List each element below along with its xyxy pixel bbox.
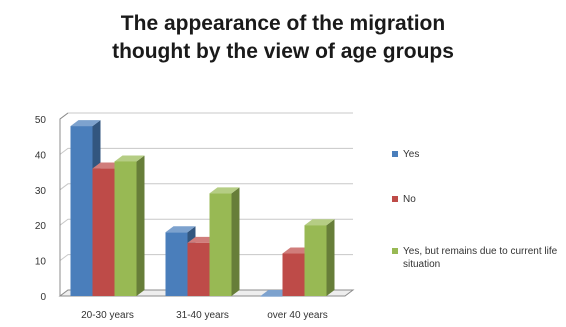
y-axis: [59, 112, 69, 296]
gridline: [59, 147, 353, 155]
legend-item: Yes, but remains due to current life sit…: [392, 245, 564, 271]
legend-swatch: [392, 196, 398, 202]
y-tick-label: 50: [35, 115, 47, 126]
gridline: [59, 183, 353, 191]
x-tick-labels: 20-30 years 31-40 years over 40 years: [81, 310, 328, 321]
legend-item: Yes: [392, 148, 564, 161]
y-tick-label: 20: [35, 221, 47, 232]
bar: [304, 219, 335, 296]
gridline: [59, 112, 353, 120]
gridline: [59, 218, 353, 226]
legend-label: Yes, but remains due to current life sit…: [403, 246, 558, 270]
y-tick-labels: 0 10 20 30 40 50: [35, 115, 47, 303]
y-tick-label: 0: [40, 292, 46, 303]
x-tick-label: 20-30 years: [81, 310, 134, 321]
y-tick-label: 40: [35, 150, 47, 161]
gridline: [59, 254, 353, 262]
legend-label: No: [403, 194, 416, 205]
legend-item: No: [392, 193, 564, 206]
x-tick-label: 31-40 years: [176, 310, 229, 321]
legend-swatch: [392, 151, 398, 157]
chart-title-line-1: The appearance of the migration: [120, 12, 446, 35]
legend-label: Yes: [403, 149, 420, 160]
chart-title-line-2: thought by the view of age groups: [112, 40, 454, 63]
bar: [114, 155, 145, 296]
bar: [209, 187, 240, 296]
y-tick-label: 10: [35, 257, 47, 268]
legend-swatch: [392, 248, 398, 254]
x-tick-label: over 40 years: [267, 310, 328, 321]
y-tick-label: 30: [35, 186, 47, 197]
chart-title: The appearance of the migration thought …: [0, 10, 566, 66]
bars: [70, 120, 335, 297]
